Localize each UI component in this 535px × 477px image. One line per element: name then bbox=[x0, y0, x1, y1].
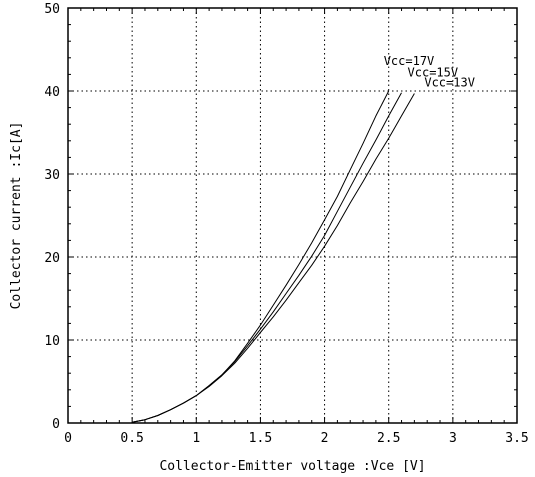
x-tick-label: 1 bbox=[192, 431, 200, 446]
x-tick-label: 0 bbox=[64, 431, 72, 446]
y-axis-title: Collector current :Ic[A] bbox=[9, 122, 24, 310]
x-tick-label: 2.5 bbox=[377, 431, 400, 446]
x-tick-labels: 0 0.5 1 1.5 2 2.5 3 3.5 bbox=[64, 431, 529, 446]
x-tick-label: 1.5 bbox=[249, 431, 272, 446]
plot-frame bbox=[67, 7, 518, 424]
y-tick-labels: 0 10 20 30 40 50 bbox=[44, 2, 60, 432]
series-line-2 bbox=[132, 93, 415, 423]
y-tick-label: 40 bbox=[44, 85, 60, 100]
x-tick-label: 2 bbox=[321, 431, 329, 446]
series-label-2: Vcc=13V bbox=[424, 75, 475, 89]
y-tick-label: 30 bbox=[44, 168, 60, 183]
series-lines bbox=[132, 90, 415, 423]
x-tick-label: 3 bbox=[449, 431, 457, 446]
y-tick-label: 50 bbox=[44, 2, 60, 17]
x-tick-label: 3.5 bbox=[505, 431, 528, 446]
y-tick-label: 10 bbox=[44, 334, 60, 349]
y-tick-label: 20 bbox=[44, 251, 60, 266]
series-label-1: Vcc=15V bbox=[408, 66, 459, 80]
x-axis-title: Collector-Emitter voltage :Vce [V] bbox=[159, 459, 425, 474]
x-tick-label: 0.5 bbox=[120, 431, 143, 446]
y-tick-label: 0 bbox=[52, 417, 60, 432]
grid bbox=[68, 8, 517, 423]
series-label-0: Vcc=17V bbox=[384, 54, 435, 68]
